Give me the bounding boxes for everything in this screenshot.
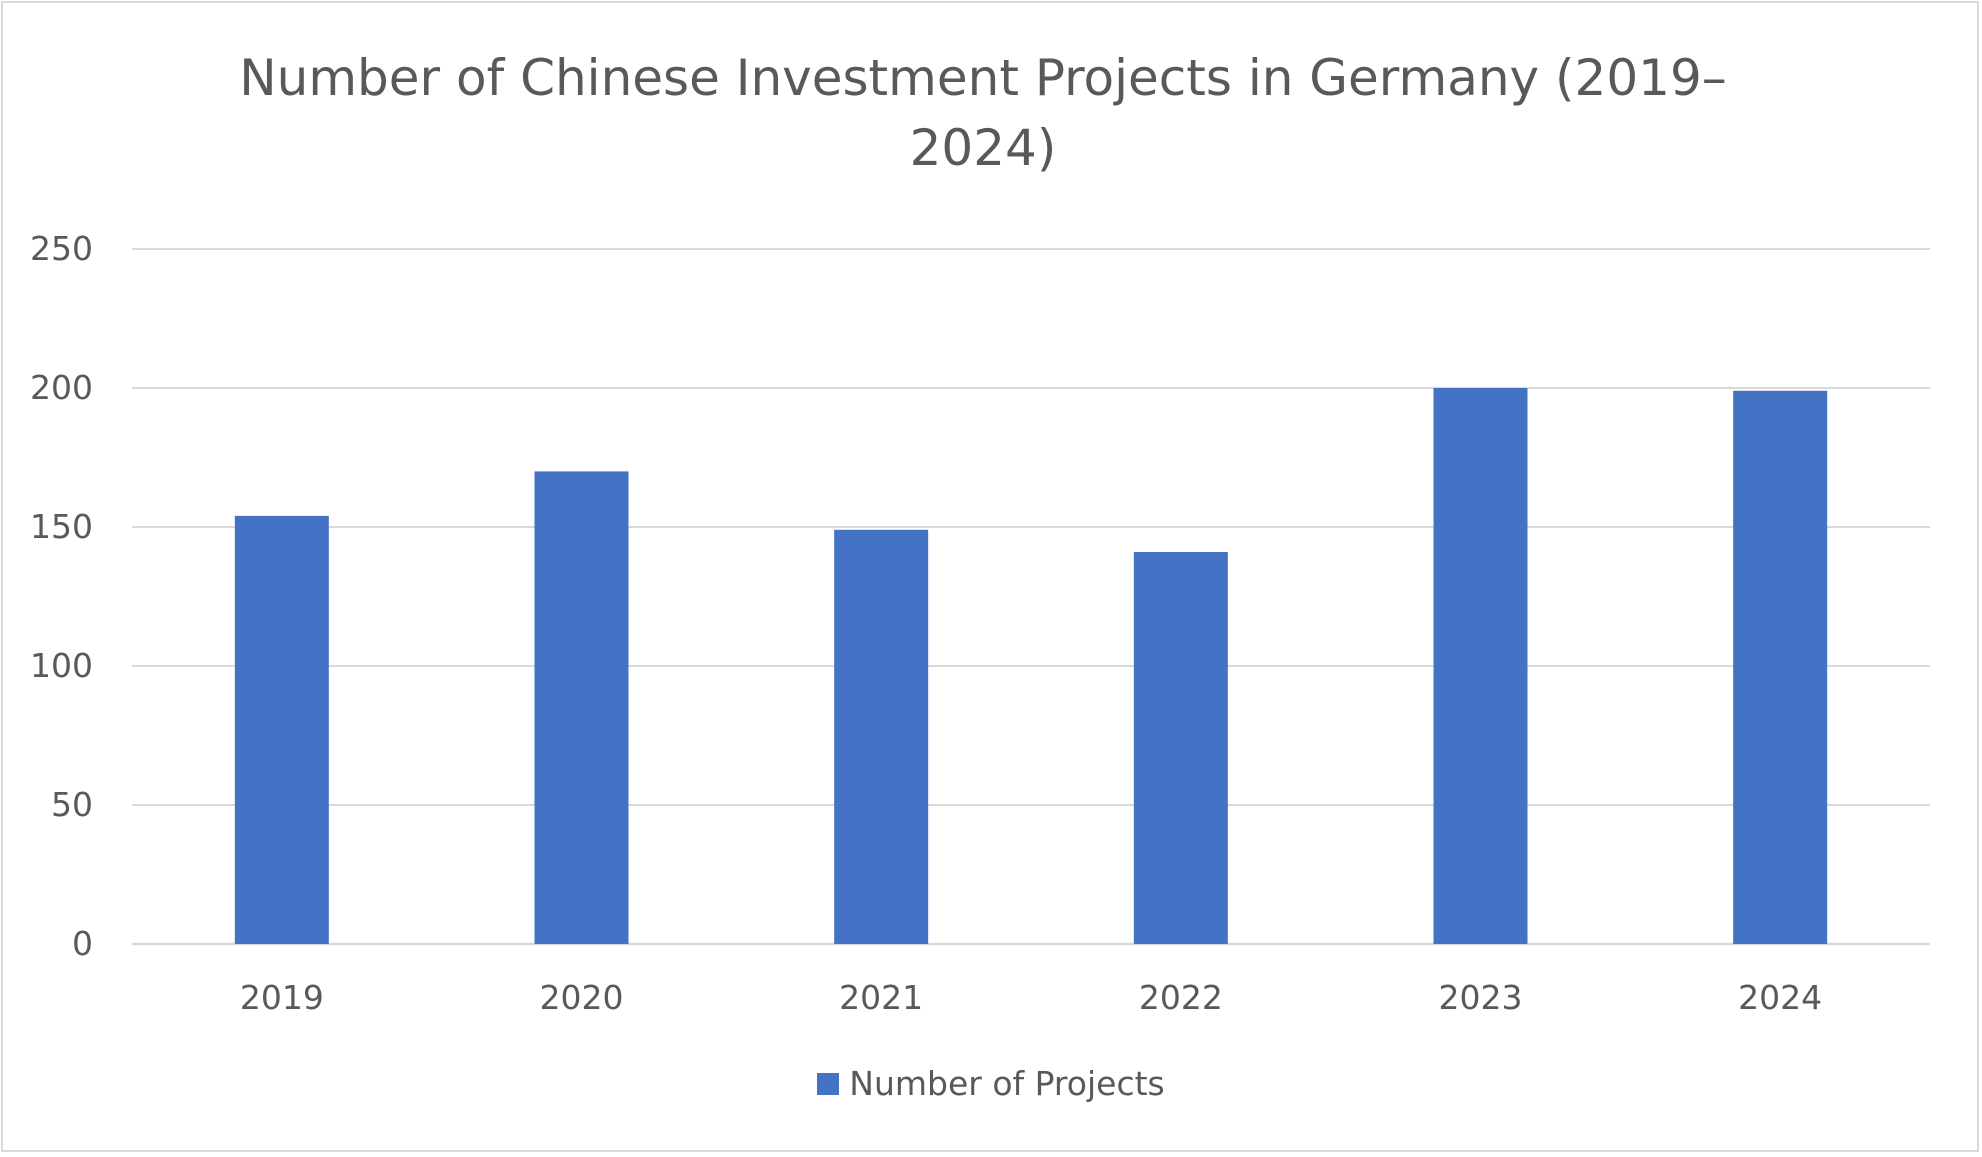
y-axis-tick-labels: 0 50 100 150 200 250	[30, 229, 93, 963]
bar-2019	[234, 515, 329, 944]
x-tick-label-2023: 2023	[1439, 978, 1523, 1017]
y-tick-label-250: 250	[30, 229, 93, 268]
bar-2021	[834, 529, 929, 944]
bars	[234, 388, 1828, 944]
legend: Number of Projects	[0, 1064, 1982, 1103]
legend-swatch-number-of-projects	[817, 1072, 840, 1095]
x-axis-tick-labels: 2019 2020 2021 2022 2023 2024	[240, 978, 1822, 1017]
y-tick-label-200: 200	[30, 368, 93, 407]
bar-2020	[534, 471, 629, 944]
gridlines	[132, 248, 1930, 946]
y-tick-label-100: 100	[30, 646, 93, 685]
x-tick-label-2021: 2021	[839, 978, 923, 1017]
x-tick-label-2020: 2020	[540, 978, 624, 1017]
y-tick-label-0: 0	[72, 924, 93, 963]
y-tick-label-150: 150	[30, 507, 93, 546]
bar-2023	[1433, 388, 1528, 944]
bar-2024	[1733, 390, 1828, 944]
chart-title: Number of Chinese Investment Projects in…	[239, 49, 1727, 177]
x-tick-label-2019: 2019	[240, 978, 324, 1017]
legend-label-number-of-projects: Number of Projects	[849, 1064, 1165, 1103]
y-tick-label-50: 50	[51, 785, 93, 824]
bar-2022	[1133, 552, 1228, 944]
x-tick-label-2024: 2024	[1738, 978, 1822, 1017]
x-tick-label-2022: 2022	[1139, 978, 1223, 1017]
